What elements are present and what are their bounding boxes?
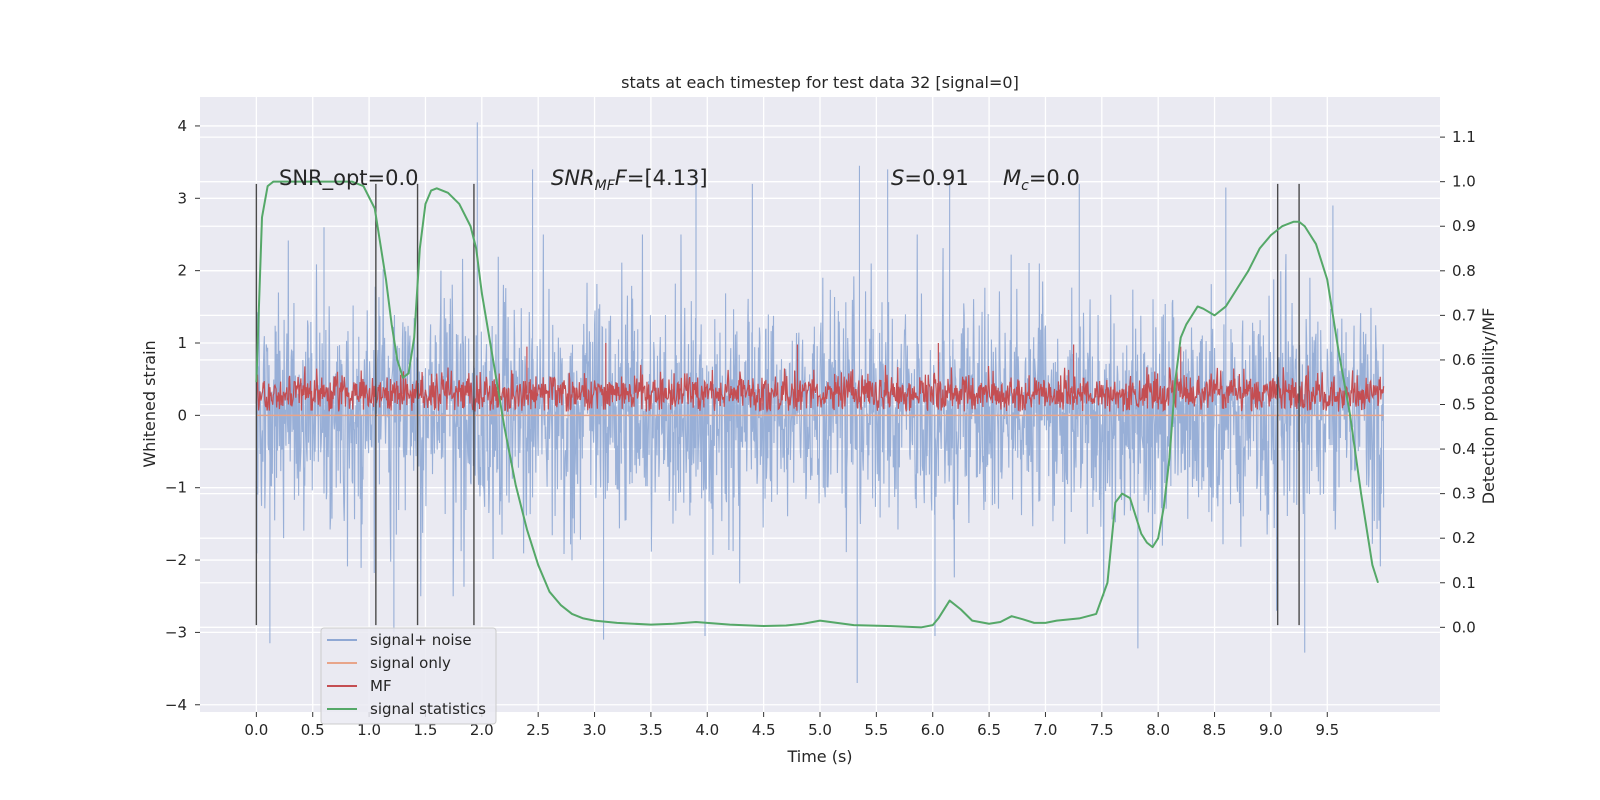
y-right-tick-label-9: 0.2 [1452, 529, 1476, 547]
y-right-tick-label-0: 1.1 [1452, 128, 1476, 146]
x-tick-label-10: 5.0 [808, 721, 832, 739]
legend-box [320, 627, 497, 725]
s-value: =0.91 [904, 166, 968, 190]
x-tick-label-11: 5.5 [864, 721, 888, 739]
mc-symbol: M [1003, 166, 1021, 190]
x-axis-label: Time (s) [786, 747, 852, 766]
y-left-tick-label-2: 2 [177, 262, 187, 280]
s-symbol: S [891, 166, 904, 190]
signal-statistics-line [255, 180, 1379, 629]
annotation-snr-opt: SNR_opt=0.0 [279, 166, 419, 191]
x-tick-label-15: 7.5 [1090, 721, 1114, 739]
y-right-tick-label-10: 0.1 [1452, 574, 1476, 592]
y-left-tick-label-3: 1 [177, 334, 187, 352]
y-right-tick-label-8: 0.3 [1452, 485, 1476, 503]
x-tick-label-19: 9.5 [1315, 721, 1339, 739]
y-left-tick-label-1: 3 [177, 189, 187, 207]
y-left-tick-label-0: 4 [177, 117, 187, 135]
x-tick-label-18: 9.0 [1259, 721, 1283, 739]
x-tick-label-17: 8.5 [1203, 721, 1227, 739]
x-tick-label-9: 4.5 [752, 721, 776, 739]
y-right-tick-label-3: 0.8 [1452, 262, 1476, 280]
y-left-tick-label-5: −1 [165, 479, 187, 497]
legend-label-signal-statistics: signal statistics [370, 700, 486, 718]
legend: signal+ noise signal only MF signal stat… [320, 627, 497, 725]
x-axis: 0.0 0.5 1.0 1.5 2.0 2.5 3.0 3.5 4.0 4.5 5.0 5.5 6.0 6… [244, 712, 1339, 739]
y-right-tick-label-11: 0.0 [1452, 618, 1476, 636]
annotation-mc: Mc=0.0 [1003, 166, 1080, 194]
y-right-tick-label-1: 1.0 [1452, 173, 1476, 191]
x-tick-label-8: 4.0 [695, 721, 719, 739]
y-axis-left: 4 3 2 1 0 −1 −2 −3 −4 [165, 117, 200, 714]
annotation-snr-mf: SNRMFF=[4.13] [551, 166, 708, 194]
x-tick-label-4: 2.0 [470, 721, 494, 739]
mf-series [255, 343, 1385, 413]
x-tick-label-0: 0.0 [244, 721, 268, 739]
snr-mf-sub: MF [595, 178, 616, 194]
mc-sub: c [1021, 178, 1029, 194]
snr-mf-f: F [615, 166, 628, 190]
y-axis-left-label: Whitened strain [140, 340, 159, 467]
x-tick-label-5: 2.5 [526, 721, 550, 739]
x-tick-label-12: 6.0 [921, 721, 945, 739]
y-right-tick-label-5: 0.6 [1452, 351, 1476, 369]
y-left-tick-label-6: −2 [165, 551, 187, 569]
x-tick-label-2: 1.0 [357, 721, 381, 739]
annotations: SNR_opt=0.0 SNRMFF=[4.13] S=0.91 Mc=0.0 [279, 166, 1080, 194]
x-tick-label-14: 7.0 [1034, 721, 1058, 739]
y-left-tick-label-4: 0 [177, 406, 187, 424]
y-right-tick-label-6: 0.5 [1452, 396, 1476, 414]
snr-mf-main: SNR [551, 166, 595, 190]
y-right-tick-label-4: 0.7 [1452, 306, 1476, 324]
x-tick-label-3: 1.5 [414, 721, 438, 739]
y-right-tick-label-7: 0.4 [1452, 440, 1476, 458]
x-tick-label-13: 6.5 [977, 721, 1001, 739]
y-left-tick-label-8: −4 [165, 696, 187, 714]
y-axis-right-label: Detection probability/MF [1479, 308, 1498, 505]
legend-label-signal-only: signal only [370, 654, 451, 672]
legend-label-mf: MF [370, 677, 392, 695]
x-tick-label-16: 8.0 [1146, 721, 1170, 739]
annotation-s: S=0.91 [891, 166, 969, 190]
x-tick-label-1: 0.5 [301, 721, 325, 739]
vertical-markers [255, 183, 1300, 626]
y-axis-right: 1.1 1.0 0.9 0.8 0.7 0.6 0.5 0.4 0.3 0.2 0.1 0.0 [1440, 128, 1476, 636]
x-tick-label-7: 3.5 [639, 721, 663, 739]
mf-line [255, 343, 1385, 413]
y-left-tick-label-7: −3 [165, 623, 187, 641]
snr-mf-value: =[4.13] [627, 166, 708, 190]
legend-label-signal-noise: signal+ noise [370, 631, 472, 649]
mc-value: =0.0 [1029, 166, 1080, 190]
y-right-tick-label-2: 0.9 [1452, 217, 1476, 235]
chart-title: stats at each timestep for test data 32 … [621, 73, 1019, 92]
signal-statistics-series [255, 180, 1379, 629]
x-tick-label-6: 3.0 [583, 721, 607, 739]
